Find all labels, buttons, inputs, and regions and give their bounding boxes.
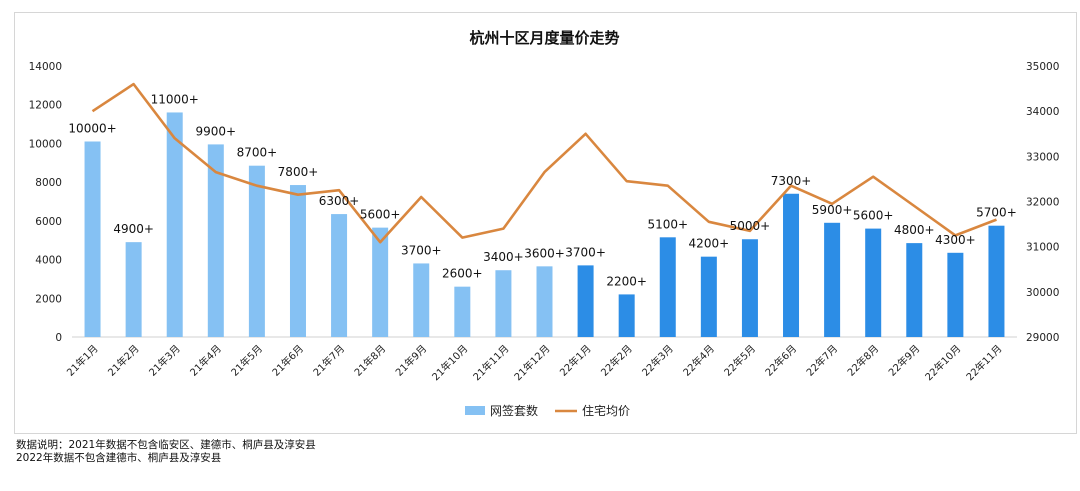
bar-21年6月 [289, 185, 306, 337]
x-tick-label: 21年6月 [269, 342, 306, 379]
y-left-tick-label: 8000 [35, 177, 62, 189]
bar-21年10月 [454, 286, 471, 337]
data-label-22年11月: 5700+ [976, 206, 1017, 220]
x-tick-label: 21年2月 [105, 342, 142, 379]
data-label-22年8月: 5600+ [853, 209, 894, 223]
bar-22年10月 [947, 252, 964, 337]
bar-22年2月 [618, 294, 635, 337]
data-label-22年4月: 4200+ [689, 237, 730, 251]
price-line [91, 82, 997, 244]
data-label-22年7月: 5900+ [812, 203, 853, 217]
x-tick-label: 22年11月 [963, 342, 1004, 383]
y-right-tick-label: 35000 [1026, 61, 1059, 73]
x-tick-label: 21年5月 [228, 342, 265, 379]
x-tick-label: 21年3月 [146, 342, 183, 379]
bar-22年1月 [577, 265, 594, 337]
y-right-tick-label: 30000 [1026, 287, 1059, 299]
x-tick-label: 21年10月 [429, 342, 470, 383]
x-tick-label: 21年7月 [310, 342, 347, 379]
chart-frame: 杭州十区月度量价走势 0 2000 4000 6000 8000 10000 12000 140… [14, 12, 1077, 434]
chart-svg: 杭州十区月度量价走势 0 2000 4000 6000 8000 10000 12000 140… [29, 29, 1060, 418]
y-right-tick-label: 33000 [1026, 151, 1059, 163]
bar-21年2月 [125, 242, 142, 337]
data-label-22年2月: 2200+ [606, 274, 647, 288]
data-label-22年3月: 5100+ [647, 217, 688, 231]
data-label-21年1月: 10000+ [68, 121, 116, 135]
data-label-21年8月: 5600+ [360, 208, 401, 222]
x-tick-label: 22年2月 [598, 342, 635, 379]
data-label-21年12月: 3600+ [524, 246, 565, 260]
legend-line-label: 住宅均价 [582, 403, 630, 418]
data-label-21年7月: 6300+ [319, 194, 360, 208]
bar-21年12月 [536, 266, 553, 337]
bar-22年4月 [700, 256, 717, 337]
x-tick-label: 21年11月 [470, 342, 511, 383]
x-tick-label: 22年5月 [721, 342, 758, 379]
y-right-tick-label: 34000 [1026, 106, 1059, 118]
bar-21年3月 [166, 112, 183, 337]
y-left-tick-label: 2000 [35, 293, 62, 305]
data-label-21年2月: 4900+ [113, 222, 154, 236]
y-left-tick-label: 6000 [35, 216, 62, 228]
note-line-2021: 数据说明：2021年数据不包含临安区、建德市、桐庐县及淳安县 [16, 439, 316, 451]
bar-22年11月 [988, 225, 1005, 337]
x-tick-label: 21年12月 [511, 342, 552, 383]
legend-bar-label: 网签套数 [490, 403, 538, 418]
x-tick-label: 22年10月 [922, 342, 963, 383]
bar-21年7月 [331, 214, 348, 337]
bar-21年8月 [372, 227, 389, 337]
bar-22年8月 [865, 228, 882, 337]
y-right-tick-label: 31000 [1026, 242, 1059, 254]
x-tick-label: 21年8月 [351, 342, 388, 379]
y-left-tick-label: 10000 [29, 138, 62, 150]
data-notes: 数据说明：2021年数据不包含临安区、建德市、桐庐县及淳安县 2022年数据不包… [16, 439, 316, 465]
x-tick-label: 22年4月 [680, 342, 717, 379]
bar-21年4月 [207, 144, 224, 337]
y-left-tick-label: 0 [55, 332, 62, 344]
x-tick-label: 22年6月 [762, 342, 799, 379]
note-line-2022: 2022年数据不包含建德市、桐庐县及淳安县 [16, 452, 222, 464]
data-label-21年10月: 2600+ [442, 267, 483, 281]
x-tick-label: 22年1月 [557, 342, 594, 379]
y-left-tick-label: 12000 [29, 100, 62, 112]
bar-21年9月 [413, 263, 430, 337]
data-label-22年10月: 4300+ [935, 233, 976, 247]
data-label-21年3月: 11000+ [151, 92, 199, 106]
x-tick-label: 21年9月 [393, 342, 430, 379]
data-label-22年6月: 7300+ [771, 174, 812, 188]
x-tick-label: 21年4月 [187, 342, 224, 379]
bar-22年9月 [906, 243, 923, 337]
x-tick-label: 22年3月 [639, 342, 676, 379]
x-tick-label: 22年9月 [886, 342, 923, 379]
y-left-tick-label: 4000 [35, 255, 62, 267]
bar-22年5月 [741, 239, 758, 337]
data-label-22年5月: 5000+ [730, 219, 771, 233]
data-label-22年1月: 3700+ [565, 245, 606, 259]
chart-title: 杭州十区月度量价走势 [469, 29, 619, 47]
x-tick-label: 22年7月 [803, 342, 840, 379]
data-label-21年5月: 8700+ [237, 146, 278, 160]
data-label-21年11月: 3400+ [483, 250, 524, 264]
bar-22年3月 [659, 237, 676, 337]
data-label-21年4月: 9900+ [196, 124, 237, 138]
x-tick-label: 21年1月 [64, 342, 101, 379]
bar-22年7月 [824, 222, 841, 337]
y-left-tick-label: 14000 [29, 61, 62, 73]
bar-21年5月 [248, 165, 265, 337]
data-label-21年9月: 3700+ [401, 243, 442, 257]
bar-22年6月 [783, 193, 800, 337]
data-label-22年9月: 4800+ [894, 223, 935, 237]
legend-bar-swatch [465, 406, 485, 415]
y-right-tick-label: 29000 [1026, 332, 1059, 344]
y-right-tick-label: 32000 [1026, 197, 1059, 209]
data-label-21年6月: 7800+ [278, 165, 319, 179]
bar-21年11月 [495, 270, 512, 337]
x-tick-label: 22年8月 [844, 342, 881, 379]
bar-21年1月 [84, 141, 101, 337]
